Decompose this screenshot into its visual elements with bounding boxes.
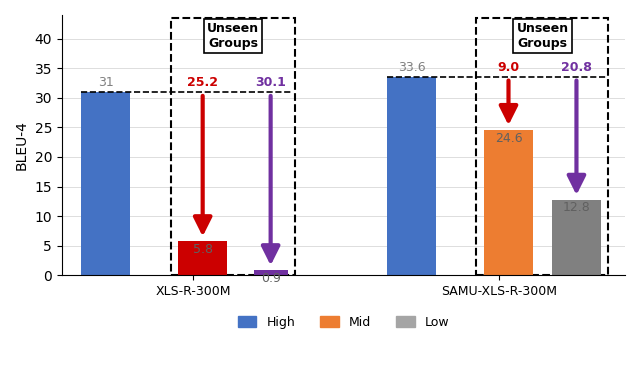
Text: 25.2: 25.2 xyxy=(187,76,218,89)
Legend: High, Mid, Low: High, Mid, Low xyxy=(232,311,454,334)
Text: 30.1: 30.1 xyxy=(255,76,286,89)
Text: 20.8: 20.8 xyxy=(561,61,592,74)
Text: 24.6: 24.6 xyxy=(495,132,522,144)
Text: Unseen
Groups: Unseen Groups xyxy=(207,22,259,50)
Text: 0.9: 0.9 xyxy=(260,272,280,285)
Bar xyxy=(179,241,227,275)
Bar xyxy=(484,130,532,275)
Bar xyxy=(552,200,601,275)
Text: 9.0: 9.0 xyxy=(497,61,520,74)
Text: 33.6: 33.6 xyxy=(397,61,425,74)
Text: 12.8: 12.8 xyxy=(563,201,590,214)
Text: 31: 31 xyxy=(98,76,113,89)
Bar xyxy=(81,92,130,275)
Bar xyxy=(387,76,436,275)
Text: 5.8: 5.8 xyxy=(193,243,212,256)
Text: Unseen
Groups: Unseen Groups xyxy=(516,22,568,50)
Y-axis label: BLEU-4: BLEU-4 xyxy=(15,120,29,170)
Bar xyxy=(253,270,287,275)
